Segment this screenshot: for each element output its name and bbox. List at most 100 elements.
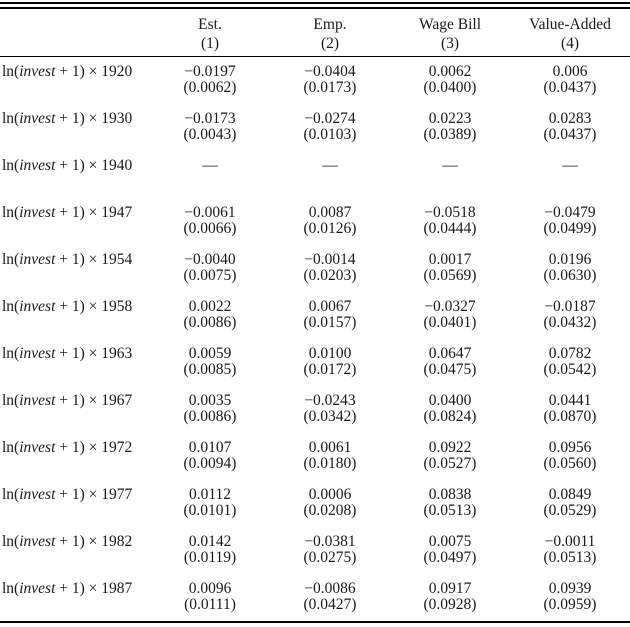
standard-error: (0.0928) — [423, 596, 477, 613]
table-row: ln(invest + 1) × 1963 0.0059 (0.0085) 0.… — [0, 339, 630, 386]
table-cell: −0.0173 (0.0043) — [150, 111, 270, 151]
standard-error — [270, 174, 390, 190]
coefficient-value: — — [202, 157, 218, 174]
column-number: (1) — [200, 35, 220, 52]
table-cell: 0.0142 (0.0119) — [150, 534, 270, 574]
standard-error: (0.0208) — [303, 502, 357, 519]
standard-error: (0.0085) — [183, 361, 237, 378]
coefficient-value: 0.0283 — [548, 110, 592, 127]
row-label-suffix: + 1) × — [55, 251, 102, 268]
coefficient-value: 0.0017 — [428, 251, 472, 268]
standard-error: (0.0444) — [423, 220, 477, 237]
coefficient-value: 0.0112 — [188, 486, 232, 503]
standard-error: (0.0103) — [303, 126, 357, 143]
row-label-year: 1954 — [101, 251, 133, 268]
table-cell: 0.0956 (0.0560) — [510, 440, 630, 480]
coefficient-value: 0.006 — [552, 63, 588, 80]
standard-error: (0.0630) — [543, 267, 597, 284]
row-label-suffix: + 1) × — [55, 392, 102, 409]
table-row: ln(invest + 1) × 1982 0.0142 (0.0119) −0… — [0, 527, 630, 574]
row-label-prefix: ln( — [2, 345, 20, 362]
row-label: ln(invest + 1) × 1920 — [0, 64, 150, 104]
standard-error: (0.0342) — [303, 408, 357, 425]
row-label-suffix: + 1) × — [55, 110, 102, 127]
standard-error: (0.0157) — [303, 314, 357, 331]
column-label: Emp. — [313, 16, 347, 33]
row-label-year: 1967 — [101, 392, 133, 409]
row-label-prefix: ln( — [2, 251, 20, 268]
row-label-prefix: ln( — [2, 580, 20, 597]
row-label: ln(invest + 1) × 1972 — [0, 440, 150, 480]
table-cell: 0.0006 (0.0208) — [270, 487, 390, 527]
row-label-variable: invest — [19, 157, 56, 174]
column-number: (2) — [320, 35, 340, 52]
column-label: Est. — [198, 16, 222, 33]
standard-error: (0.0497) — [423, 549, 477, 566]
coefficient-value: 0.0107 — [188, 439, 232, 456]
table-cell: 0.0112 (0.0101) — [150, 487, 270, 527]
row-label-variable: invest — [19, 298, 56, 315]
standard-error: (0.0119) — [183, 549, 237, 566]
standard-error: (0.0513) — [423, 502, 477, 519]
table-cell: −0.0014 (0.0203) — [270, 252, 390, 292]
row-label: ln(invest + 1) × 1963 — [0, 346, 150, 386]
standard-error: (0.0101) — [183, 502, 237, 519]
coefficient-value: −0.0011 — [544, 533, 596, 550]
row-label-year: 1987 — [101, 580, 133, 597]
row-label: ln(invest + 1) × 1982 — [0, 534, 150, 574]
bottom-rule — [0, 621, 630, 623]
row-label: ln(invest + 1) × 1954 — [0, 252, 150, 292]
row-label-prefix: ln( — [2, 63, 20, 80]
row-label-variable: invest — [19, 251, 56, 268]
row-label-suffix: + 1) × — [55, 345, 102, 362]
table-cell: 0.0035 (0.0086) — [150, 393, 270, 433]
row-label-suffix: + 1) × — [55, 63, 102, 80]
standard-error: (0.0111) — [184, 596, 236, 613]
row-label: ln(invest + 1) × 1947 — [0, 205, 150, 245]
coefficient-value: 0.0400 — [428, 392, 472, 409]
row-label-variable: invest — [19, 533, 56, 550]
coefficient-value: −0.0404 — [304, 63, 356, 80]
table-cell: −0.0404 (0.0173) — [270, 64, 390, 104]
header-separator-rule — [0, 56, 630, 57]
coefficient-value: 0.0022 — [188, 298, 232, 315]
standard-error: (0.0527) — [423, 455, 477, 472]
table-row: ln(invest + 1) × 1972 0.0107 (0.0094) 0.… — [0, 433, 630, 480]
coefficient-value: −0.0014 — [304, 251, 356, 268]
row-label-prefix: ln( — [2, 486, 20, 503]
coefficient-value: 0.0100 — [308, 345, 352, 362]
row-label: ln(invest + 1) × 1977 — [0, 487, 150, 527]
table-cell: 0.0283 (0.0437) — [510, 111, 630, 151]
row-label-suffix: + 1) × — [55, 533, 102, 550]
table-cell: 0.0782 (0.0542) — [510, 346, 630, 386]
standard-error: (0.0560) — [543, 455, 597, 472]
table-cell: −0.0381 (0.0275) — [270, 534, 390, 574]
coefficient-value: 0.0061 — [308, 439, 352, 456]
standard-error: (0.0203) — [303, 267, 357, 284]
row-label-suffix: + 1) × — [55, 298, 102, 315]
coefficient-value: 0.0006 — [308, 486, 352, 503]
table-cell: — — [270, 158, 390, 198]
coefficient-value: 0.0087 — [308, 204, 352, 221]
coefficient-value: 0.0067 — [308, 298, 352, 315]
table-cell: — — [150, 158, 270, 198]
coefficient-value: 0.0441 — [548, 392, 592, 409]
table-cell: 0.0838 (0.0513) — [390, 487, 510, 527]
row-label-variable: invest — [19, 63, 56, 80]
standard-error: (0.0427) — [303, 596, 357, 613]
column-header-wage-bill: Wage Bill (3) — [390, 15, 510, 53]
standard-error: (0.0437) — [543, 126, 597, 143]
standard-error: (0.0542) — [543, 361, 597, 378]
table-cell: 0.0441 (0.0870) — [510, 393, 630, 433]
standard-error: (0.0086) — [183, 408, 237, 425]
standard-error: (0.0513) — [543, 549, 597, 566]
standard-error: (0.0499) — [543, 220, 597, 237]
standard-error: (0.0180) — [303, 455, 357, 472]
row-label: ln(invest + 1) × 1930 — [0, 111, 150, 151]
standard-error: (0.0569) — [423, 267, 477, 284]
header-spacer — [0, 15, 150, 53]
row-label-variable: invest — [19, 110, 56, 127]
coefficient-value: — — [442, 157, 458, 174]
standard-error: (0.0062) — [183, 79, 237, 96]
coefficient-value: 0.0939 — [548, 580, 592, 597]
